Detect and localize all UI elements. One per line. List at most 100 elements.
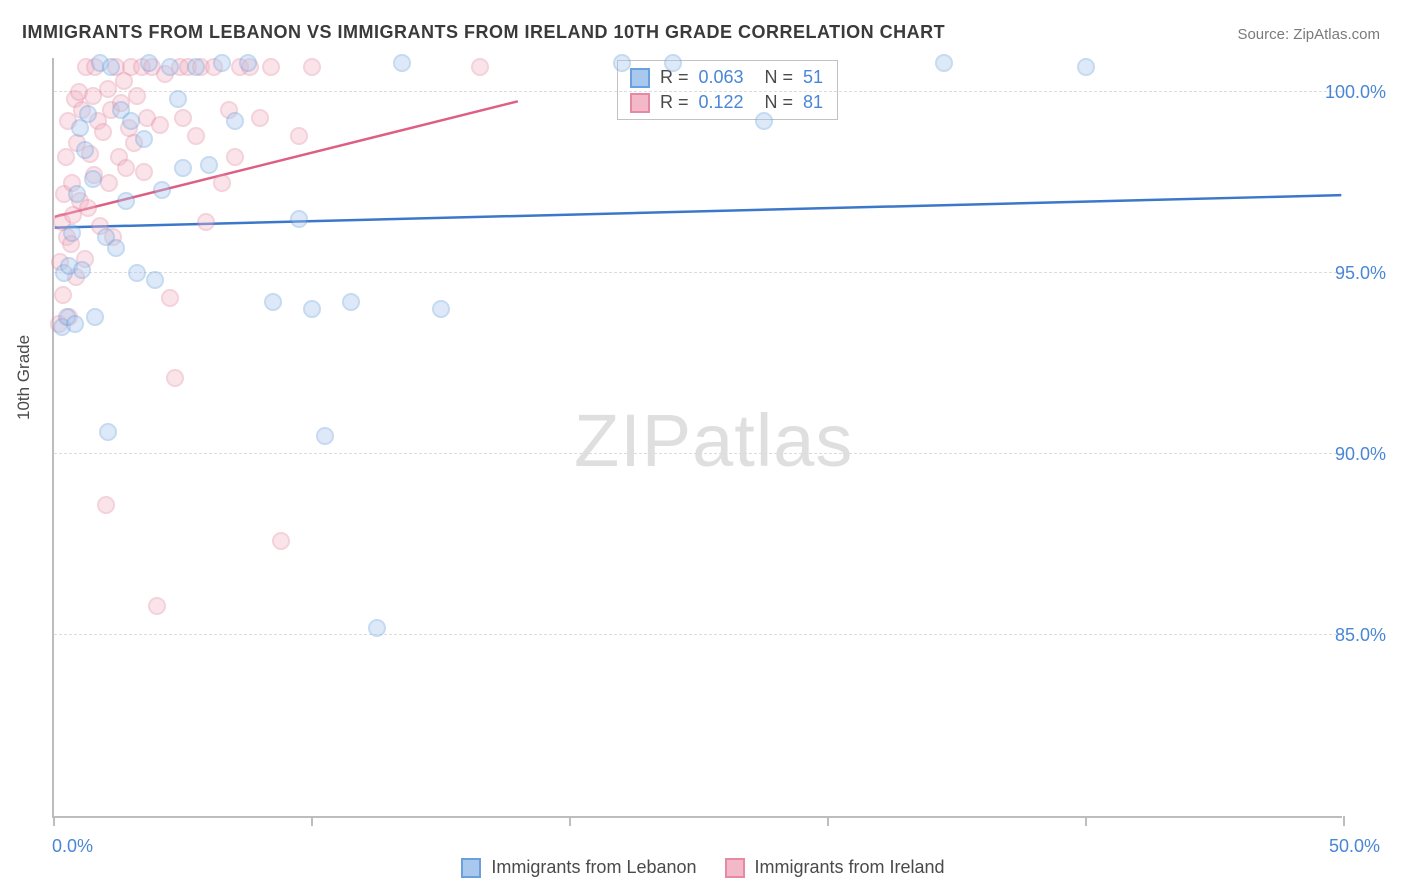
y-tick-label: 85.0%	[1335, 625, 1386, 646]
legend-label: Immigrants from Lebanon	[491, 857, 696, 878]
series-swatch	[630, 93, 650, 113]
correlation-stats-box: R = 0.063 N = 51 R = 0.122 N = 81	[617, 60, 838, 120]
n-label: N =	[765, 92, 794, 113]
stats-row: R =0.063N =51	[630, 67, 823, 88]
r-label: R =	[660, 92, 689, 113]
y-tick-label: 95.0%	[1335, 263, 1386, 284]
y-axis-label: 10th Grade	[14, 335, 34, 420]
r-value: 0.122	[699, 92, 755, 113]
scatter-point	[169, 90, 187, 108]
legend-item: Immigrants from Ireland	[725, 857, 945, 878]
scatter-point	[213, 174, 231, 192]
x-tick-mark	[569, 816, 571, 826]
scatter-point	[393, 54, 411, 72]
scatter-point	[102, 58, 120, 76]
scatter-point	[57, 148, 75, 166]
scatter-point	[107, 239, 125, 257]
x-tick-mark	[1343, 816, 1345, 826]
x-axis-max-label: 50.0%	[1329, 836, 1380, 857]
scatter-point	[161, 58, 179, 76]
n-value: 81	[803, 92, 823, 113]
scatter-point	[316, 427, 334, 445]
scatter-point	[73, 261, 91, 279]
scatter-point	[264, 293, 282, 311]
scatter-point	[174, 109, 192, 127]
scatter-point	[63, 224, 81, 242]
scatter-point	[76, 141, 94, 159]
x-tick-mark	[1085, 816, 1087, 826]
x-axis-min-label: 0.0%	[52, 836, 93, 857]
scatter-point	[79, 199, 97, 217]
scatter-point	[100, 174, 118, 192]
scatter-point	[99, 423, 117, 441]
legend-bottom: Immigrants from Lebanon Immigrants from I…	[0, 857, 1406, 878]
scatter-point	[1077, 58, 1095, 76]
scatter-point	[151, 116, 169, 134]
scatter-point	[664, 54, 682, 72]
scatter-point	[197, 213, 215, 231]
scatter-point	[272, 532, 290, 550]
legend-item: Immigrants from Lebanon	[461, 857, 696, 878]
gridline-horizontal	[54, 634, 1342, 635]
scatter-point	[226, 112, 244, 130]
scatter-point	[66, 315, 84, 333]
trend-line	[55, 195, 1342, 227]
watermark: ZIPatlas	[574, 398, 853, 483]
gridline-horizontal	[54, 453, 1342, 454]
x-tick-mark	[311, 816, 313, 826]
series-swatch	[630, 68, 650, 88]
scatter-point	[86, 308, 104, 326]
scatter-point	[471, 58, 489, 76]
scatter-point	[613, 54, 631, 72]
trend-lines-layer	[54, 58, 1342, 816]
y-tick-label: 100.0%	[1325, 82, 1386, 103]
scatter-point	[262, 58, 280, 76]
scatter-point	[303, 58, 321, 76]
gridline-horizontal	[54, 272, 1342, 273]
scatter-plot-area: ZIPatlas R = 0.063 N = 51 R = 0.122 N = 81	[52, 58, 1342, 818]
stats-row: R = 0.122 N = 81	[630, 92, 823, 113]
n-label: N =	[765, 67, 794, 88]
source-attribution: Source: ZipAtlas.com	[1237, 26, 1380, 43]
scatter-point	[148, 597, 166, 615]
scatter-point	[187, 127, 205, 145]
x-tick-mark	[53, 816, 55, 826]
watermark-thin: atlas	[692, 399, 853, 482]
scatter-point	[166, 369, 184, 387]
scatter-point	[251, 109, 269, 127]
scatter-point	[97, 496, 115, 514]
scatter-point	[140, 54, 158, 72]
scatter-point	[79, 105, 97, 123]
scatter-point	[146, 271, 164, 289]
scatter-point	[153, 181, 171, 199]
scatter-point	[368, 619, 386, 637]
scatter-point	[135, 130, 153, 148]
scatter-point	[200, 156, 218, 174]
scatter-point	[303, 300, 321, 318]
gridline-horizontal	[54, 91, 1342, 92]
scatter-point	[290, 210, 308, 228]
n-value: 51	[803, 67, 823, 88]
scatter-point	[755, 112, 773, 130]
legend-swatch	[461, 858, 481, 878]
chart-title: IMMIGRANTS FROM LEBANON VS IMMIGRANTS FR…	[22, 22, 945, 43]
scatter-point	[128, 87, 146, 105]
r-value: 0.063	[699, 67, 755, 88]
scatter-point	[84, 170, 102, 188]
scatter-point	[935, 54, 953, 72]
scatter-point	[174, 159, 192, 177]
scatter-point	[239, 54, 257, 72]
legend-label: Immigrants from Ireland	[755, 857, 945, 878]
legend-swatch	[725, 858, 745, 878]
scatter-point	[187, 58, 205, 76]
scatter-point	[68, 185, 86, 203]
y-tick-label: 90.0%	[1335, 444, 1386, 465]
scatter-point	[161, 289, 179, 307]
scatter-point	[54, 286, 72, 304]
scatter-point	[122, 112, 140, 130]
scatter-point	[342, 293, 360, 311]
scatter-point	[117, 192, 135, 210]
scatter-point	[135, 163, 153, 181]
x-tick-mark	[827, 816, 829, 826]
scatter-point	[432, 300, 450, 318]
